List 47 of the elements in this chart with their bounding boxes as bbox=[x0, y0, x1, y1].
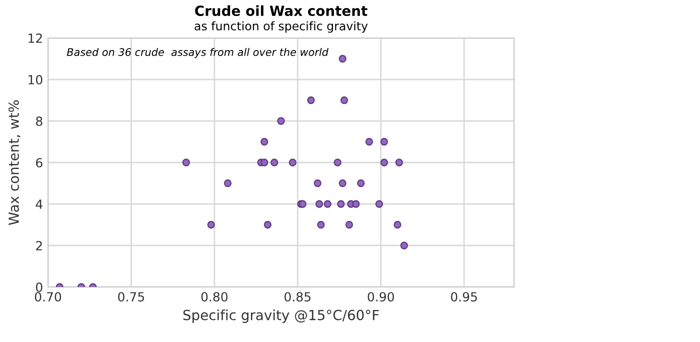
point bbox=[182, 158, 190, 166]
point bbox=[288, 158, 296, 166]
point bbox=[207, 220, 215, 229]
point bbox=[380, 158, 388, 166]
y-tick-label: 8 bbox=[36, 116, 42, 126]
x-tick-label: 0.70 bbox=[34, 292, 62, 302]
point bbox=[264, 220, 272, 229]
point bbox=[357, 179, 365, 188]
point bbox=[394, 220, 402, 229]
point bbox=[337, 200, 345, 208]
y-tick-label: 12 bbox=[28, 33, 42, 43]
annotation: Based on 36 crude assays from all over the world bbox=[66, 48, 328, 58]
point bbox=[224, 179, 232, 188]
y-tick-label: 2 bbox=[36, 240, 42, 250]
point bbox=[345, 220, 354, 229]
y-tick-label: 4 bbox=[36, 200, 42, 209]
x-axis-title: Specific gravity @15°C/60°F bbox=[183, 310, 379, 323]
point bbox=[338, 54, 346, 63]
point bbox=[365, 138, 374, 146]
x-tick-label: 0.90 bbox=[368, 292, 394, 302]
x-tick-label: 0.80 bbox=[201, 292, 228, 302]
point bbox=[340, 96, 348, 104]
point bbox=[324, 200, 332, 208]
point bbox=[380, 138, 388, 146]
point bbox=[338, 179, 346, 188]
point bbox=[334, 158, 342, 166]
y-axis-title: Wax content, wt% bbox=[8, 100, 20, 226]
point bbox=[277, 117, 285, 125]
chart-subtitle: as function of specific gravity bbox=[194, 21, 368, 33]
point bbox=[315, 200, 324, 208]
y-tick-label: 6 bbox=[36, 158, 42, 168]
point bbox=[395, 158, 403, 166]
point bbox=[260, 158, 268, 166]
chart-title: Crude oil Wax content bbox=[195, 5, 368, 16]
point bbox=[375, 200, 384, 208]
y-tick-label: 10 bbox=[28, 74, 42, 84]
point bbox=[307, 96, 315, 104]
x-tick-label: 0.85 bbox=[284, 292, 310, 302]
point bbox=[352, 200, 360, 208]
point bbox=[400, 242, 408, 250]
point bbox=[270, 158, 278, 166]
point bbox=[317, 220, 325, 229]
x-tick-label: 0.95 bbox=[450, 292, 477, 302]
point bbox=[314, 179, 322, 188]
x-tick-label: 0.75 bbox=[118, 292, 144, 302]
y-tick-label: 0 bbox=[36, 282, 42, 292]
point bbox=[260, 138, 268, 146]
